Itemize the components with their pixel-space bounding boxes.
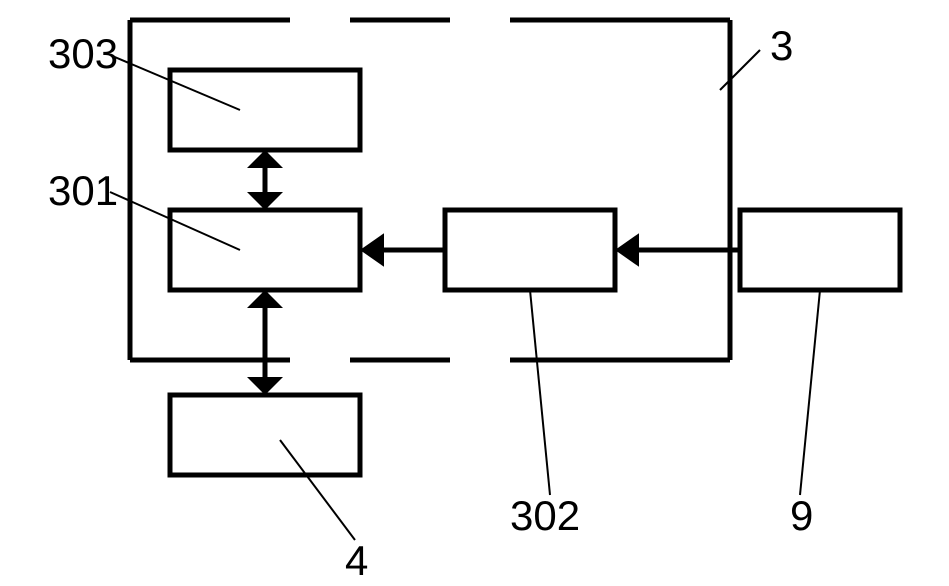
label-l302: 302 bbox=[510, 492, 580, 539]
leader-l302 bbox=[530, 290, 550, 495]
arrow-303-301-head-down bbox=[247, 192, 283, 210]
leader-l3 bbox=[720, 50, 760, 90]
label-l301: 301 bbox=[48, 167, 118, 214]
arrow-301-4-head-down bbox=[247, 377, 283, 395]
label-l4: 4 bbox=[345, 537, 368, 584]
arrow-9-to-302-head bbox=[615, 233, 639, 267]
leader-l4 bbox=[280, 440, 355, 540]
leader-l9 bbox=[800, 290, 820, 495]
block-b303 bbox=[170, 70, 360, 150]
arrow-303-301-head-up bbox=[247, 150, 283, 168]
block-b9 bbox=[740, 210, 900, 290]
label-l303: 303 bbox=[48, 30, 118, 77]
arrow-302-to-301-head bbox=[360, 233, 384, 267]
block-b302 bbox=[445, 210, 615, 290]
block-b301 bbox=[170, 210, 360, 290]
label-l9: 9 bbox=[790, 492, 813, 539]
label-l3: 3 bbox=[770, 22, 793, 69]
block-b4 bbox=[170, 395, 360, 475]
arrow-301-4-head-up bbox=[247, 290, 283, 308]
